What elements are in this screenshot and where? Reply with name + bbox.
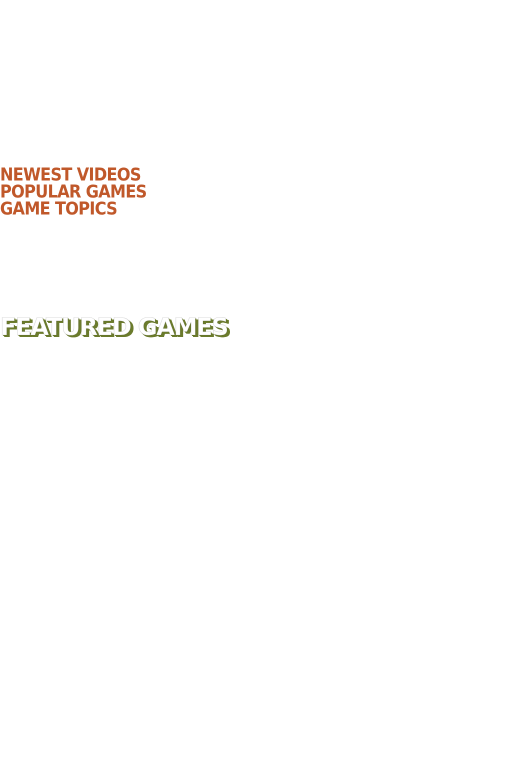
featured-games-heading: FEATURED GAMES [0,313,229,342]
game-topics-link[interactable]: GAME TOPICS [0,197,118,220]
popular-games-link[interactable]: POPULAR GAMES [0,180,147,203]
nav-links: NEWEST VIDEOS POPULAR GAMES GAME TOPICS [0,163,147,220]
newest-videos-link[interactable]: NEWEST VIDEOS [0,163,141,186]
nav-item-popular-games: POPULAR GAMES [0,180,147,203]
nav-item-newest-videos: NEWEST VIDEOS [0,163,147,186]
nav-item-game-topics: GAME TOPICS [0,197,147,220]
